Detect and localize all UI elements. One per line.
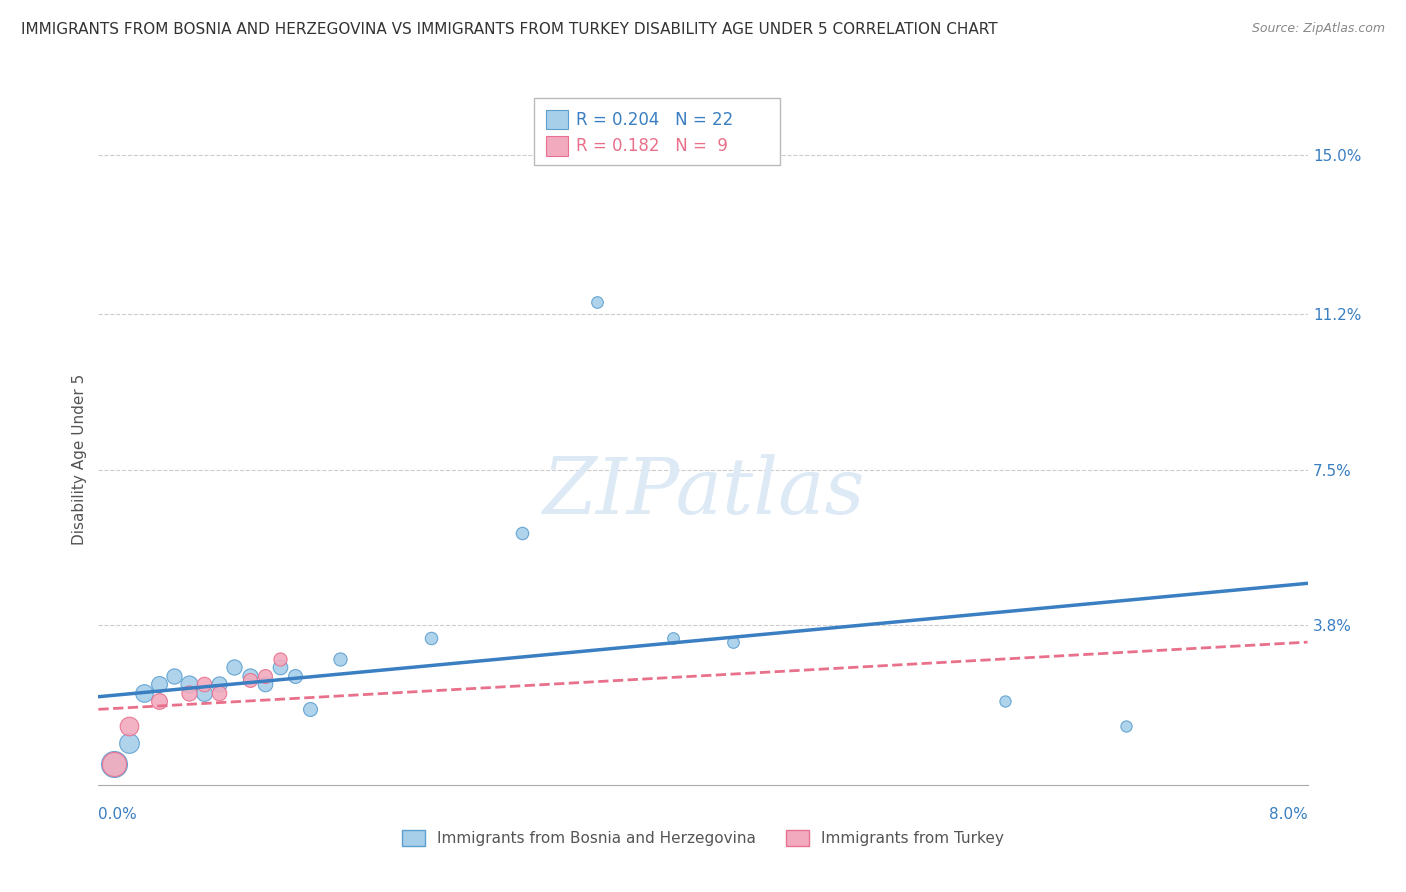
Point: [269, 660, 291, 674]
Point: [662, 631, 685, 645]
Point: [253, 677, 276, 691]
Point: [329, 652, 352, 666]
Y-axis label: Disability Age Under 5: Disability Age Under 5: [72, 374, 87, 545]
Text: R = 0.204   N = 22: R = 0.204 N = 22: [576, 111, 734, 128]
Point: [239, 673, 262, 687]
Point: [299, 702, 322, 716]
Point: [723, 635, 745, 649]
Point: [103, 756, 125, 771]
Point: [179, 685, 201, 699]
Point: [994, 694, 1017, 708]
Point: [269, 652, 291, 666]
Point: [179, 677, 201, 691]
Point: [208, 685, 231, 699]
Point: [118, 719, 141, 733]
Legend: Immigrants from Bosnia and Herzegovina, Immigrants from Turkey: Immigrants from Bosnia and Herzegovina, …: [395, 824, 1011, 852]
Point: [148, 677, 170, 691]
Text: Source: ZipAtlas.com: Source: ZipAtlas.com: [1251, 22, 1385, 36]
Text: ZIPatlas: ZIPatlas: [541, 454, 865, 530]
Text: 0.0%: 0.0%: [98, 807, 138, 822]
Point: [586, 294, 609, 309]
Point: [420, 631, 443, 645]
Point: [253, 669, 276, 683]
Point: [208, 677, 231, 691]
Point: [132, 685, 155, 699]
Text: 8.0%: 8.0%: [1268, 807, 1308, 822]
Point: [163, 669, 186, 683]
Point: [284, 669, 307, 683]
Point: [510, 525, 533, 540]
Point: [118, 736, 141, 750]
Text: R = 0.182   N =  9: R = 0.182 N = 9: [576, 137, 728, 155]
Point: [224, 660, 246, 674]
Point: [103, 756, 125, 771]
Point: [193, 677, 215, 691]
Point: [193, 685, 215, 699]
Point: [148, 694, 170, 708]
Point: [239, 669, 262, 683]
Point: [1115, 719, 1137, 733]
Text: IMMIGRANTS FROM BOSNIA AND HERZEGOVINA VS IMMIGRANTS FROM TURKEY DISABILITY AGE : IMMIGRANTS FROM BOSNIA AND HERZEGOVINA V…: [21, 22, 998, 37]
